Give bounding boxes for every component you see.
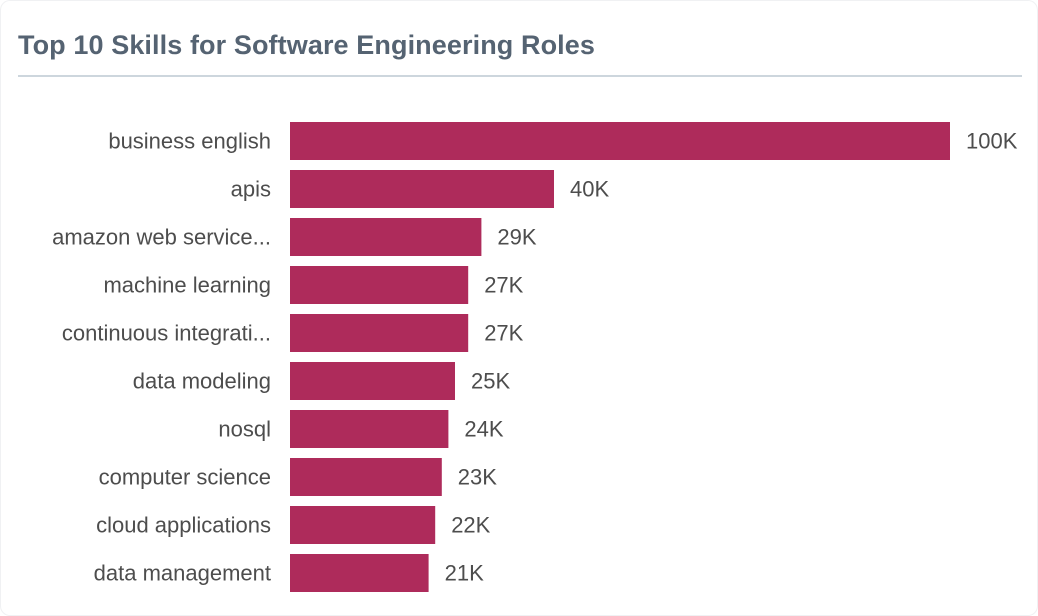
category-label: apis <box>231 177 271 202</box>
bar[interactable] <box>290 266 469 304</box>
category-label: machine learning <box>103 273 271 298</box>
value-label: 23K <box>458 465 497 490</box>
category-label: business english <box>108 129 271 154</box>
bar-row: cloud applications 22K <box>96 506 491 544</box>
category-label: cloud applications <box>96 513 271 538</box>
category-label: computer science <box>99 465 271 490</box>
value-label: 21K <box>445 561 484 586</box>
bar[interactable] <box>290 506 436 544</box>
value-label: 40K <box>570 177 609 202</box>
bar[interactable] <box>290 554 429 592</box>
value-label: 27K <box>484 273 523 298</box>
bar[interactable] <box>290 170 554 208</box>
chart-title: Top 10 Skills for Software Engineering R… <box>18 30 596 60</box>
bar-row: nosql 24K <box>218 410 504 448</box>
category-label: data modeling <box>133 369 271 394</box>
bar[interactable] <box>290 314 469 352</box>
value-label: 22K <box>451 513 490 538</box>
value-label: 100K <box>966 129 1018 154</box>
bar[interactable] <box>290 362 455 400</box>
category-label: amazon web service... <box>52 225 271 250</box>
bar[interactable] <box>290 122 950 160</box>
value-label: 25K <box>471 369 510 394</box>
category-label: data management <box>94 561 271 586</box>
bar-row: computer science 23K <box>99 458 497 496</box>
category-label: continuous integrati... <box>62 321 271 346</box>
bar-row: continuous integrati... 27K <box>62 314 524 352</box>
bar-row: business english 100K <box>108 122 1018 160</box>
bar[interactable] <box>290 218 482 256</box>
bar-row: amazon web service... 29K <box>52 218 537 256</box>
bar[interactable] <box>290 410 449 448</box>
bar-row: data management 21K <box>94 554 484 592</box>
title-divider <box>18 75 1022 77</box>
bar-row: apis 40K <box>231 170 609 208</box>
value-label: 27K <box>484 321 523 346</box>
category-label: nosql <box>218 417 271 442</box>
bar-row: data modeling 25K <box>133 362 510 400</box>
value-label: 29K <box>497 225 536 250</box>
value-label: 24K <box>464 417 503 442</box>
bar-row: machine learning 27K <box>103 266 524 304</box>
bar[interactable] <box>290 458 442 496</box>
